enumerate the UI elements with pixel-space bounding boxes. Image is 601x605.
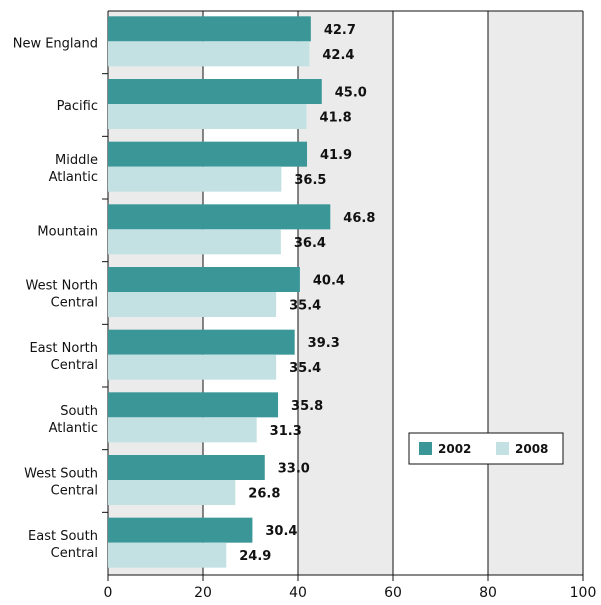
bar-2008 xyxy=(108,229,281,255)
value-label-2002: 46.8 xyxy=(343,211,375,226)
bar-2008 xyxy=(108,41,310,67)
x-tick-label: 40 xyxy=(289,585,307,601)
value-label-2002: 39.3 xyxy=(308,336,340,351)
x-tick-label: 60 xyxy=(384,585,402,601)
value-label-2002: 35.8 xyxy=(291,399,323,414)
value-label-2002: 41.9 xyxy=(320,148,352,163)
value-label-2008: 36.5 xyxy=(294,173,326,188)
legend: 2002 2008 xyxy=(408,432,564,465)
bar-2002 xyxy=(108,329,295,355)
value-label-2002: 45.0 xyxy=(335,86,367,101)
x-axis-ticks: 0 20 40 60 80 100 xyxy=(104,585,597,601)
legend-label-2002: 2002 xyxy=(438,442,471,456)
category-label: Central xyxy=(51,358,98,373)
background-band xyxy=(298,11,393,575)
bar-2002 xyxy=(108,267,300,292)
value-label-2008: 41.8 xyxy=(320,111,352,126)
category-label: New England xyxy=(13,36,98,51)
category-label: Central xyxy=(51,484,98,499)
value-label-2002: 40.4 xyxy=(313,274,345,289)
value-label-2002: 33.0 xyxy=(278,462,310,477)
category-label: Central xyxy=(51,296,98,311)
value-label-2002: 30.4 xyxy=(265,524,297,539)
bar-2008 xyxy=(108,166,282,192)
category-label: Central xyxy=(51,546,98,561)
value-label-2008: 26.8 xyxy=(248,487,280,502)
value-label-2008: 42.4 xyxy=(322,48,354,63)
category-label: Atlantic xyxy=(49,170,98,185)
category-label: West South xyxy=(24,467,98,482)
legend-swatch-2008 xyxy=(496,442,509,455)
bar-2002 xyxy=(108,16,311,42)
value-labels: 42.7 42.4 45.0 41.8 41.9 36.5 46.8 36.4 40.4 35.4… xyxy=(239,23,375,564)
bar-2008 xyxy=(108,354,277,380)
category-label: Middle xyxy=(55,153,98,168)
value-label-2008: 31.3 xyxy=(270,424,302,439)
value-label-2008: 35.4 xyxy=(289,361,321,376)
bar-2002 xyxy=(108,392,279,418)
category-label: Mountain xyxy=(37,224,98,239)
x-tick-label: 80 xyxy=(479,585,497,601)
category-labels: New England Pacific Middle Atlantic Mountain… xyxy=(13,36,98,561)
bar-2008 xyxy=(108,417,257,443)
legend-box xyxy=(408,432,564,465)
legend-label-2008: 2008 xyxy=(515,442,548,456)
x-tick-label: 0 xyxy=(104,585,113,601)
bar-2008 xyxy=(108,542,227,568)
value-label-2008: 35.4 xyxy=(289,299,321,314)
background-band xyxy=(488,11,583,575)
background-band xyxy=(393,11,488,575)
bar-2002 xyxy=(108,517,253,543)
bar-2002 xyxy=(108,455,265,480)
category-label: East South xyxy=(28,529,98,544)
category-label: East North xyxy=(29,341,98,356)
category-label: Atlantic xyxy=(49,421,98,436)
category-label: West North xyxy=(26,279,98,294)
x-tick-label: 20 xyxy=(194,585,212,601)
value-label-2008: 36.4 xyxy=(294,236,326,251)
bar-2008 xyxy=(108,292,277,317)
bar-2008 xyxy=(108,104,307,129)
category-label: Pacific xyxy=(57,99,98,114)
bar-2002 xyxy=(108,79,322,104)
x-tick-label: 100 xyxy=(570,585,597,601)
bar-2002 xyxy=(108,141,308,167)
category-label: South xyxy=(60,404,98,419)
value-label-2002: 42.7 xyxy=(324,23,356,38)
bars xyxy=(108,16,331,568)
value-label-2008: 24.9 xyxy=(239,549,271,564)
legend-swatch-2002 xyxy=(419,442,432,455)
bar-2002 xyxy=(108,204,331,230)
bar-2008 xyxy=(108,480,236,505)
